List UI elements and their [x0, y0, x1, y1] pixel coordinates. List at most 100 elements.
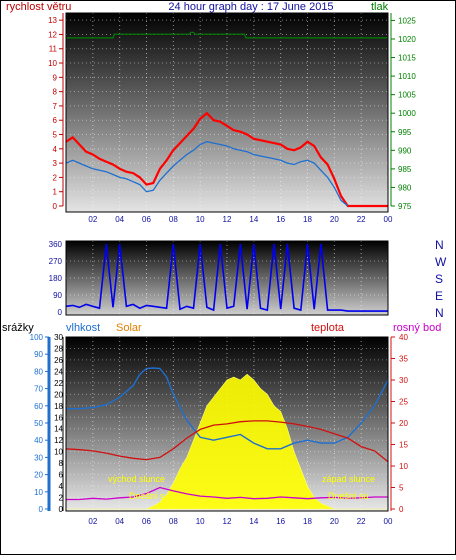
time-tick-label: 06	[142, 215, 151, 224]
pressure-tick-label: 975	[398, 202, 412, 211]
wind-plot-series	[65, 31, 388, 208]
time-ticks-bottom: 02 04 06 08 10 12 14 16 18 20 22 00	[88, 517, 393, 526]
pressure-ticks: 975 980 985 990 995 1000 1005 1010 1015 1020 1025	[391, 16, 416, 211]
pressure-tick-label: 1005	[398, 91, 416, 100]
wind-plot-border	[65, 12, 389, 213]
wind-speed-axis-label: rychlost větru	[6, 1, 71, 13]
humidity-tick-label: 14	[54, 425, 63, 434]
temperature-humidity-panel: srážky vlhkost Solar teplota rosný bod v…	[2, 322, 441, 526]
dew-point-axis-label: rosný bod	[393, 322, 441, 334]
time-tick-label: 10	[196, 215, 205, 224]
rain-tick-label: 60	[34, 402, 43, 411]
time-tick-label: 20	[330, 215, 339, 224]
humidity-tick-label: 10	[54, 448, 63, 457]
wind-gust-line	[65, 111, 388, 208]
wind-speed-tick-label: 6	[53, 116, 58, 125]
pressure-tick-label: 990	[398, 146, 412, 155]
temperature-tick-label: 20	[399, 419, 408, 428]
humidity-tick-label: 26	[54, 356, 63, 365]
wind-speed-tick-label: 5	[53, 131, 58, 140]
sunrise-label: východ slunce	[108, 474, 165, 484]
wind-speed-tick-label: 1	[53, 188, 58, 197]
temp-plot-border	[65, 336, 389, 512]
chart-title: 24 hour graph day : 17 June 2015	[168, 1, 333, 13]
time-tick-label: 20	[330, 517, 339, 526]
pressure-tick-label: 985	[398, 165, 412, 174]
sunset-label: západ slunce	[322, 474, 375, 484]
time-tick-label: 16	[276, 215, 285, 224]
wind-speed-tick-label: 8	[53, 88, 58, 97]
wind-speed-tick-label: 9	[53, 73, 58, 82]
direction-degree-tick-label: 360	[49, 240, 63, 249]
rain-ticks: 0 10 20 30 40 50 60 70 80 90 100	[30, 333, 49, 514]
time-tick-label: 08	[169, 215, 178, 224]
time-tick-label: 22	[357, 517, 366, 526]
compass-tick-label: W	[435, 255, 447, 269]
compass-tick-label: S	[435, 272, 443, 286]
rain-tick-label: 70	[34, 385, 43, 394]
time-tick-label: 16	[276, 517, 285, 526]
time-tick-label: 00	[384, 517, 393, 526]
time-tick-label: 14	[249, 517, 258, 526]
temperature-tick-label: 10	[399, 462, 408, 471]
time-tick-label: 12	[223, 517, 232, 526]
today-sunrise-label: Dnešní s	[129, 491, 165, 501]
sun-annotations: východ slunce západ slunce Dnešní s Dneš…	[108, 474, 375, 501]
humidity-tick-label: 16	[54, 413, 63, 422]
rain-tick-label: 80	[34, 367, 43, 376]
time-tick-label: 06	[142, 517, 151, 526]
pressure-line	[66, 31, 388, 39]
direction-degree-tick-label: 180	[49, 274, 63, 283]
wind-speed-tick-label: 4	[53, 145, 58, 154]
humidity-tick-label: 4	[59, 482, 64, 491]
wind-speed-tick-label: 11	[49, 45, 58, 54]
rain-tick-label: 40	[34, 436, 43, 445]
compass-tick-label: N	[435, 238, 444, 252]
rain-axis-label: srážky	[2, 322, 34, 334]
wind-speed-tick-label: 12	[48, 30, 57, 39]
compass-tick-label: N	[435, 306, 444, 320]
humidity-tick-label: 20	[54, 390, 63, 399]
direction-degree-ticks: 0 90 180 270 360	[49, 240, 63, 317]
temperature-tick-label: 15	[399, 441, 408, 450]
wind-average-line	[65, 141, 349, 207]
solar-area	[66, 373, 388, 510]
direction-degree-tick-label: 0	[58, 308, 63, 317]
humidity-tick-label: 28	[54, 344, 63, 353]
wind-speed-tick-label: 7	[53, 102, 58, 111]
compass-tick-label: E	[435, 289, 443, 303]
direction-degree-tick-label: 90	[53, 291, 62, 300]
humidity-tick-label: 8	[59, 459, 64, 468]
time-tick-label: 04	[115, 517, 124, 526]
pressure-tick-label: 1000	[398, 109, 416, 118]
wind-pressure-panel: rychlost větru 24 hour graph day : 17 Ju…	[6, 1, 416, 224]
direction-plot-series	[65, 243, 388, 312]
direction-plot-grid	[66, 241, 388, 315]
time-tick-label: 22	[357, 215, 366, 224]
pressure-tick-label: 1010	[398, 72, 416, 81]
pressure-tick-label: 1015	[398, 54, 416, 63]
time-tick-label: 04	[115, 215, 124, 224]
wind-speed-tick-label: 2	[53, 173, 58, 182]
time-tick-label: 10	[196, 517, 205, 526]
time-tick-label: 14	[249, 215, 258, 224]
rain-tick-label: 90	[34, 350, 43, 359]
wind-speed-tick-label: 3	[53, 159, 58, 168]
humidity-tick-label: 2	[59, 494, 64, 503]
temperature-tick-label: 25	[399, 398, 408, 407]
time-tick-label: 12	[223, 215, 232, 224]
temperature-tick-label: 0	[399, 505, 404, 514]
humidity-axis-label: vlhkost	[66, 322, 100, 334]
temperature-tick-label: 35	[399, 355, 408, 364]
time-ticks-top: 02 04 06 08 10 12 14 16 18 20 22 00	[88, 215, 393, 224]
pressure-tick-label: 980	[398, 183, 412, 192]
wind-plot-background	[66, 13, 388, 212]
rain-tick-label: 30	[34, 453, 43, 462]
time-tick-label: 02	[88, 517, 97, 526]
rain-tick-label: 50	[34, 419, 43, 428]
humidity-line	[66, 367, 389, 450]
